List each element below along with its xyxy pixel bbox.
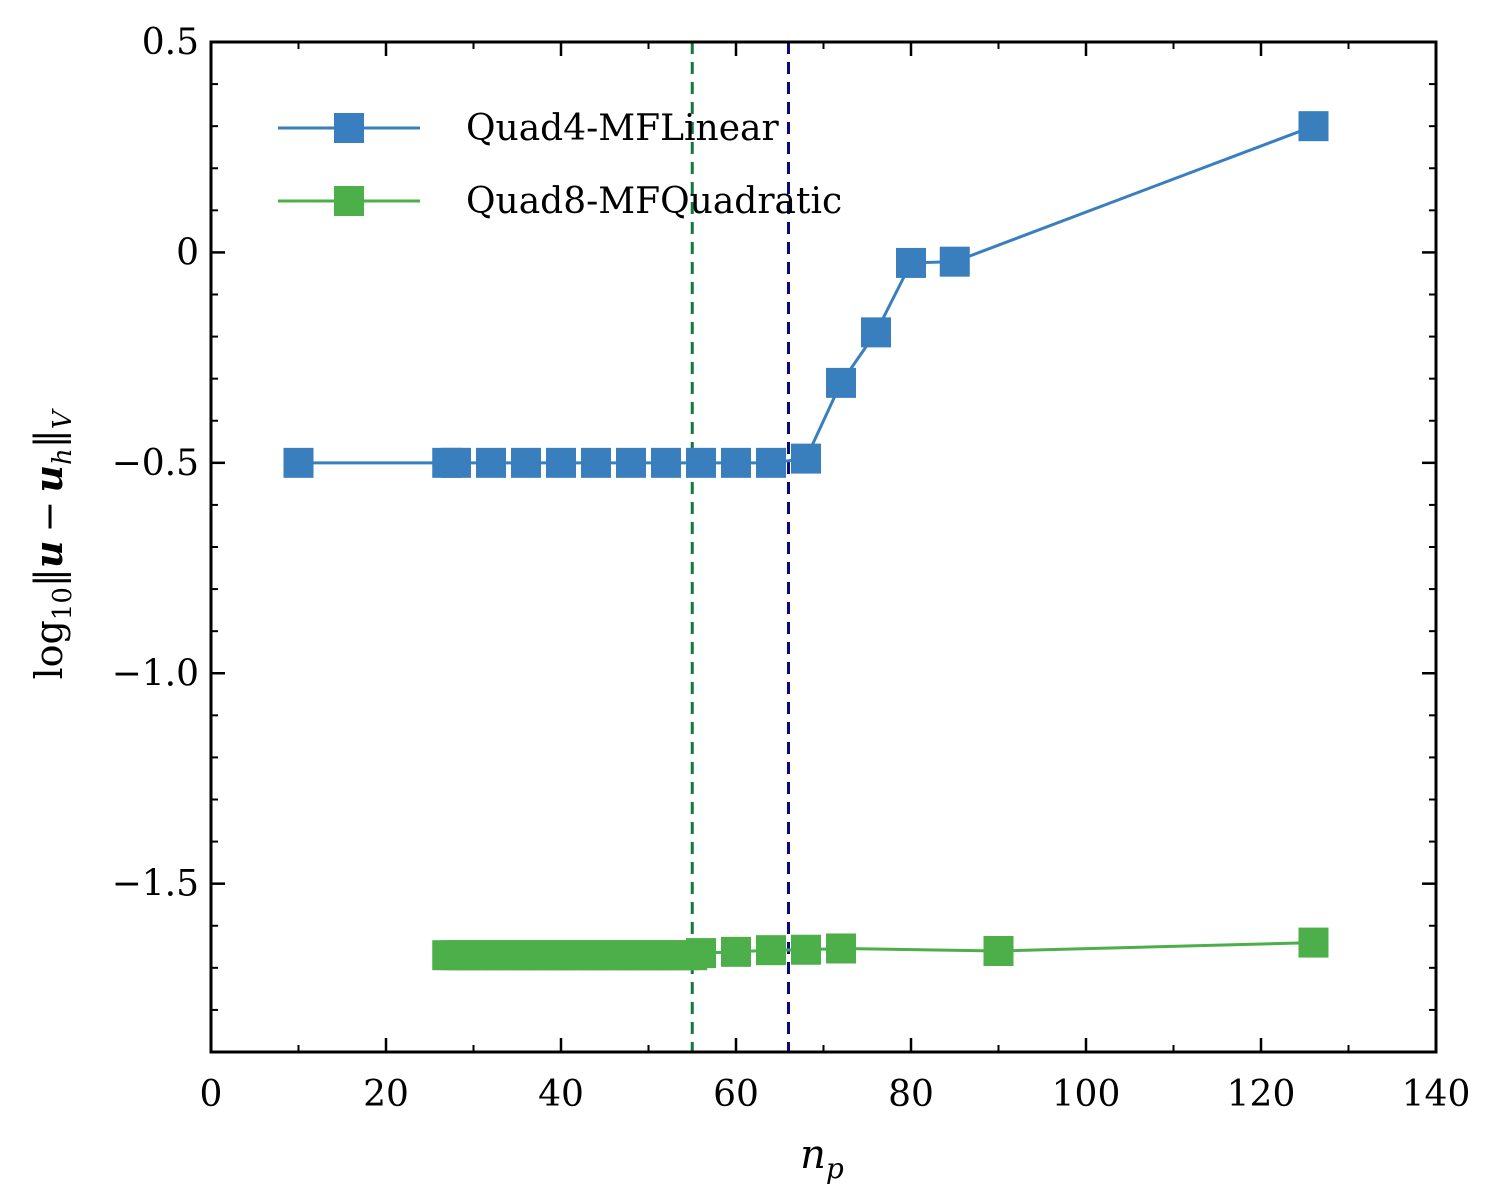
data-point xyxy=(896,247,926,278)
series-2 xyxy=(432,927,1329,971)
y-tick-label: −0.5 xyxy=(112,443,199,484)
y-tick-label: 0 xyxy=(176,232,199,273)
y-label-norm-sub: V xyxy=(48,408,78,429)
data-point xyxy=(1298,927,1329,958)
data-point xyxy=(441,447,471,478)
data-point xyxy=(721,447,751,478)
legend-item-2: Quad8-MFQuadratic xyxy=(278,181,842,222)
x-tick-label: 0 xyxy=(200,1074,223,1115)
y-label-norm-close: ‖ xyxy=(27,429,71,448)
legend: Quad4-MFLinear Quad8-MFQuadratic xyxy=(278,108,842,222)
y-label-uh: u xyxy=(26,465,71,493)
data-point xyxy=(791,934,821,965)
data-point xyxy=(476,447,506,478)
series-line xyxy=(298,124,1315,465)
legend-marker xyxy=(334,186,364,216)
x-tick-label: 40 xyxy=(538,1074,584,1115)
data-point xyxy=(686,938,716,969)
data-point xyxy=(581,447,611,478)
x-tick-label: 60 xyxy=(713,1074,759,1115)
axis-tick-labels: 0 20 40 60 80 100 120 140 0.5 0 −0.5 −1.0 −1.5 xyxy=(112,22,1471,1115)
data-point xyxy=(756,447,786,478)
data-point xyxy=(651,447,681,478)
data-point xyxy=(283,447,314,478)
legend-item-1: Quad4-MFLinear xyxy=(278,108,779,149)
axis-ticks xyxy=(209,40,1438,1052)
data-point xyxy=(616,447,646,478)
data-point xyxy=(983,936,1014,966)
x-tick-label: 100 xyxy=(1052,1074,1121,1115)
y-label-uh-sub: h xyxy=(48,448,78,465)
reference-lines xyxy=(690,42,790,1052)
data-point xyxy=(546,447,576,478)
data-point xyxy=(721,936,751,967)
y-axis-label: log10‖u−uh‖V xyxy=(26,408,78,679)
y-label-minus: − xyxy=(27,501,71,533)
y-label-log-sub: 10 xyxy=(48,587,78,620)
x-tick-label: 140 xyxy=(1402,1074,1471,1115)
y-tick-label: 0.5 xyxy=(142,22,199,63)
x-tick-label: 120 xyxy=(1227,1074,1296,1115)
y-label-u: u xyxy=(26,540,71,568)
data-point xyxy=(756,935,786,966)
y-label-norm-open: ‖ xyxy=(27,568,71,587)
y-tick-label: −1.0 xyxy=(112,653,199,694)
data-point xyxy=(1298,111,1329,142)
data-point xyxy=(791,443,821,474)
series-layer xyxy=(283,111,1329,971)
data-point xyxy=(686,447,716,478)
legend-marker xyxy=(334,113,364,143)
y-label-log: log xyxy=(27,620,71,679)
series-1 xyxy=(283,111,1329,478)
y-tick-label: −1.5 xyxy=(112,864,199,905)
x-axis-label-sub: p xyxy=(826,1152,844,1185)
data-point xyxy=(826,933,856,964)
x-tick-label: 80 xyxy=(888,1074,934,1115)
data-point xyxy=(826,367,856,398)
x-tick-label: 20 xyxy=(363,1074,409,1115)
x-axis-label-base: n xyxy=(800,1132,826,1178)
data-point xyxy=(511,447,541,478)
legend-label: Quad4-MFLinear xyxy=(466,108,779,149)
x-axis-label: np xyxy=(800,1132,844,1185)
legend-label: Quad8-MFQuadratic xyxy=(466,181,842,222)
data-point xyxy=(939,246,970,277)
data-point xyxy=(861,317,891,348)
